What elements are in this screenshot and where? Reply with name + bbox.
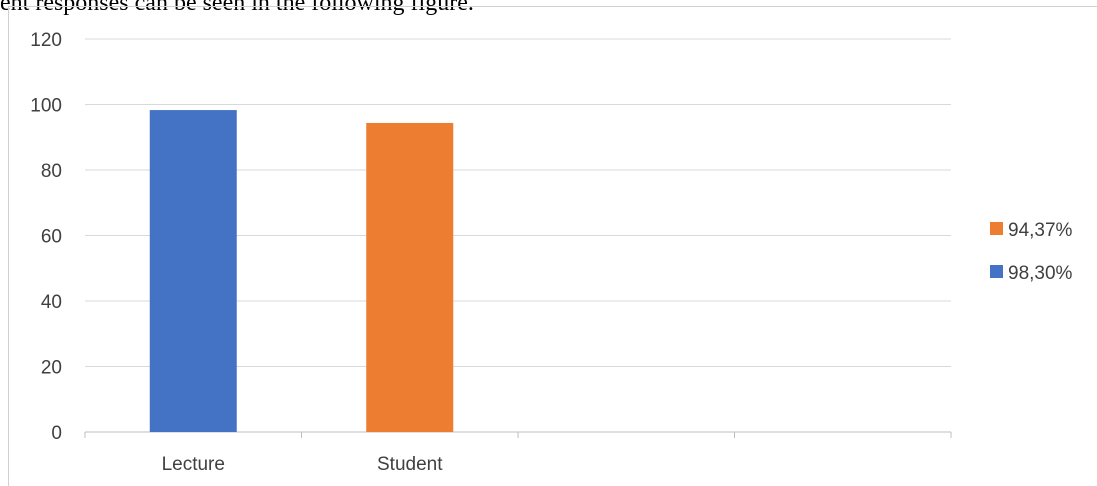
- bar-student: [366, 122, 454, 433]
- chart-frame: [8, 6, 1097, 486]
- y-tick-label-80: 80: [41, 161, 62, 182]
- bar-lecture: [149, 110, 237, 432]
- legend-label-1: 98,30%: [1008, 263, 1073, 284]
- legend-label-0: 94,37%: [1008, 220, 1073, 241]
- y-tick-label-120: 120: [30, 30, 62, 51]
- y-tick-label-0: 0: [51, 423, 62, 444]
- legend-swatch-0: [990, 222, 1003, 235]
- y-tick-label-100: 100: [30, 96, 62, 117]
- y-tick-label-40: 40: [41, 292, 62, 313]
- x-tick-label-lecture: Lecture: [162, 454, 225, 475]
- y-tick-label-20: 20: [41, 358, 62, 379]
- caption-text: ent responses can be seen in the followi…: [0, 0, 474, 16]
- legend-swatch-1: [990, 265, 1003, 278]
- y-tick-label-60: 60: [41, 227, 62, 248]
- x-tick-label-student: Student: [377, 454, 443, 475]
